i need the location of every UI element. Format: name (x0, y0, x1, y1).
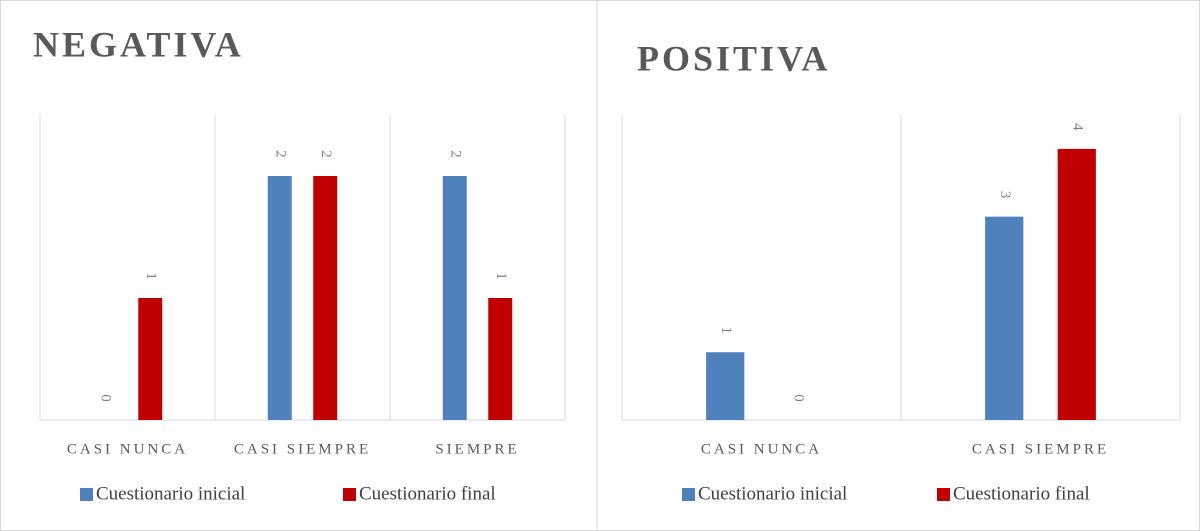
bar (313, 176, 338, 420)
x-tick-label: SIEMPRE (435, 441, 519, 457)
data-label: 3 (997, 191, 1013, 199)
data-label: 1 (718, 326, 734, 334)
legend-label: Cuestionario final (359, 483, 496, 504)
legend-swatch (937, 488, 950, 501)
data-label: 0 (790, 394, 806, 402)
bar (1057, 148, 1096, 420)
data-label: 2 (318, 150, 334, 158)
x-tick-label: CASI SIEMPRE (972, 441, 1109, 457)
legend-swatch (343, 488, 356, 501)
bar (488, 298, 513, 420)
legend-swatch (682, 488, 695, 501)
data-label: 4 (1069, 123, 1085, 131)
bar (706, 352, 745, 420)
data-label: 0 (97, 394, 113, 402)
legend-label: Cuestionario inicial (698, 483, 847, 504)
chart-title: POSITIVA (637, 38, 830, 78)
data-label: 1 (143, 272, 159, 280)
legend-label: Cuestionario inicial (96, 483, 245, 504)
x-tick-label: CASI SIEMPRE (234, 441, 371, 457)
x-tick-label: CASI NUNCA (67, 441, 188, 457)
data-label: 2 (447, 150, 463, 158)
data-label: 2 (272, 150, 288, 158)
legend-label: Cuestionario final (953, 483, 1090, 504)
bar (267, 176, 292, 420)
bar (138, 298, 163, 420)
bar (442, 176, 467, 420)
x-tick-label: CASI NUNCA (701, 441, 822, 457)
chart-title: NEGATIVA (33, 24, 244, 64)
bar (985, 216, 1024, 420)
data-label: 1 (493, 272, 509, 280)
legend-swatch (80, 488, 93, 501)
